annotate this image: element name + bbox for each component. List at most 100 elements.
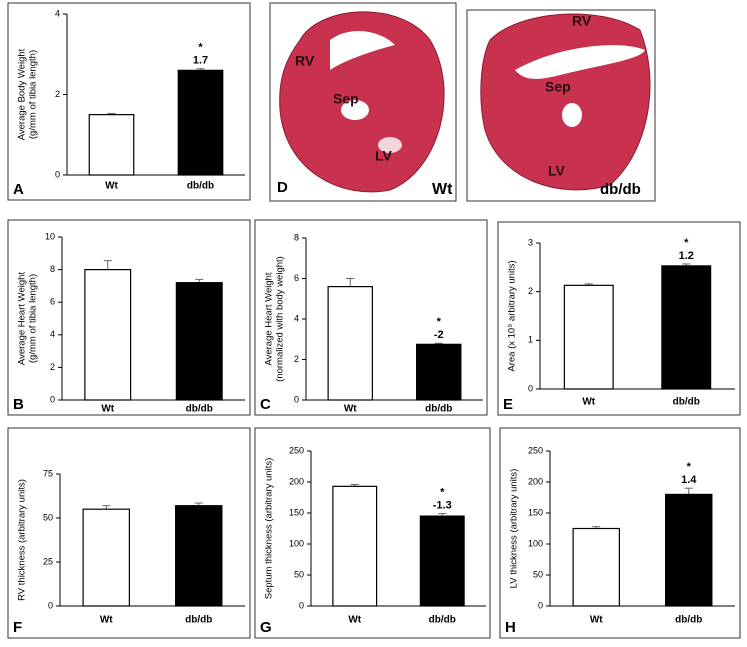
y-tick-label: 4 xyxy=(55,8,60,18)
region-label: LV xyxy=(375,148,393,164)
y-tick-label: 75 xyxy=(43,468,53,478)
panel-letter: H xyxy=(505,619,516,636)
y-tick-label: 100 xyxy=(289,538,304,548)
x-tick-label: Wt xyxy=(582,397,595,408)
annotation: -2 xyxy=(434,329,444,341)
y-axis-label: Area (x 10⁹ arbitrary units) xyxy=(507,260,518,371)
image-caption: db/db xyxy=(600,181,641,198)
annotation: * xyxy=(684,237,689,249)
panel-letter: C xyxy=(260,396,271,413)
cavity xyxy=(378,137,402,153)
y-axis-label: Average Body Weight xyxy=(17,48,28,140)
x-tick-label: db/db xyxy=(425,404,452,415)
y-tick-label: 2 xyxy=(528,286,533,296)
bar xyxy=(332,485,378,607)
y-tick-label: 100 xyxy=(528,538,543,548)
y-tick-label: 150 xyxy=(528,507,543,517)
panel-frame xyxy=(7,219,251,416)
y-tick-label: 6 xyxy=(50,297,55,307)
y-tick-label: 0 xyxy=(299,600,304,610)
panel-letter: F xyxy=(13,619,22,636)
annotation: 1.7 xyxy=(193,55,208,67)
y-tick-label: 4 xyxy=(50,329,55,339)
y-tick-label: 50 xyxy=(294,569,304,579)
y-axis-label: LV thickness (arbitrary units) xyxy=(509,469,520,589)
panel-frame xyxy=(499,427,741,639)
annotation: * xyxy=(440,487,445,499)
heart-section xyxy=(480,13,651,191)
histology-panel: RV Sep LV Wt D RV Sep LV db/db xyxy=(269,2,656,202)
y-tick-label: 0 xyxy=(48,600,53,610)
x-tick-label: db/db xyxy=(185,615,212,626)
y-tick-label: 0 xyxy=(55,169,60,179)
y-tick-label: 10 xyxy=(45,231,55,241)
x-tick-label: Wt xyxy=(348,615,361,626)
bar xyxy=(327,286,373,401)
x-tick-label: db/db xyxy=(675,615,702,626)
panel-frame xyxy=(254,219,488,416)
y-tick-label: 8 xyxy=(294,232,299,242)
x-tick-label: Wt xyxy=(100,615,113,626)
y-tick-label: 4 xyxy=(294,313,299,323)
y-tick-label: 1 xyxy=(528,335,533,345)
cavity xyxy=(562,103,582,127)
y-axis-label: Average Heart Weight xyxy=(264,272,275,365)
y-tick-label: 3 xyxy=(528,237,533,247)
cavity xyxy=(515,45,645,79)
y-tick-label: 6 xyxy=(294,273,299,283)
y-axis-label: Septum thickness (arbitrary units) xyxy=(264,458,275,600)
bar xyxy=(572,527,620,607)
panel-letter: E xyxy=(503,396,513,413)
bar xyxy=(82,508,130,607)
bar xyxy=(88,114,135,176)
y-tick-label: 200 xyxy=(528,476,543,486)
panel-frame xyxy=(254,427,491,639)
annotation: * xyxy=(437,316,442,328)
bar xyxy=(665,493,713,607)
y-axis-label: RV thickness (arbitrary units) xyxy=(17,479,28,601)
y-tick-label: 150 xyxy=(289,507,304,517)
panel-letter: G xyxy=(260,619,272,636)
y-axis-label: (g/mm of tibia length) xyxy=(28,50,39,139)
annotation: 1.2 xyxy=(679,250,694,262)
y-tick-label: 2 xyxy=(50,362,55,372)
annotation: * xyxy=(687,461,692,473)
annotation: -1.3 xyxy=(433,500,452,512)
bar xyxy=(84,269,132,401)
panel-letter: B xyxy=(13,396,24,413)
y-tick-label: 250 xyxy=(289,445,304,455)
y-tick-label: 25 xyxy=(43,556,53,566)
y-axis-label: (normalized with body weight) xyxy=(275,256,286,382)
y-tick-label: 0 xyxy=(528,383,533,393)
x-tick-label: db/db xyxy=(186,404,213,415)
panel-frame xyxy=(7,2,251,201)
y-tick-label: 2 xyxy=(55,89,60,99)
y-tick-label: 0 xyxy=(50,394,55,404)
x-tick-label: db/db xyxy=(429,615,456,626)
y-tick-label: 250 xyxy=(528,445,543,455)
x-tick-label: Wt xyxy=(590,615,603,626)
image-caption: Wt xyxy=(432,181,453,198)
region-label: Sep xyxy=(333,91,359,107)
annotation: * xyxy=(198,42,203,54)
bar xyxy=(177,69,224,176)
x-tick-label: Wt xyxy=(105,181,118,192)
region-label: LV xyxy=(548,163,566,179)
panel-frame xyxy=(7,427,251,639)
y-tick-label: 0 xyxy=(294,394,299,404)
cavity xyxy=(330,30,395,70)
y-tick-label: 50 xyxy=(533,569,543,579)
y-tick-label: 2 xyxy=(294,354,299,364)
annotation: 1.4 xyxy=(681,474,697,486)
x-tick-label: Wt xyxy=(101,404,114,415)
panel-letter: A xyxy=(13,181,24,198)
y-tick-label: 8 xyxy=(50,264,55,274)
bar xyxy=(175,505,223,607)
region-label: RV xyxy=(572,13,592,29)
bar xyxy=(175,282,223,401)
panel-frame xyxy=(497,221,741,416)
x-tick-label: db/db xyxy=(673,397,700,408)
bar xyxy=(419,515,465,607)
panel-letter: D xyxy=(277,179,288,196)
y-axis-label: (g/mm of tibia length) xyxy=(28,274,39,363)
